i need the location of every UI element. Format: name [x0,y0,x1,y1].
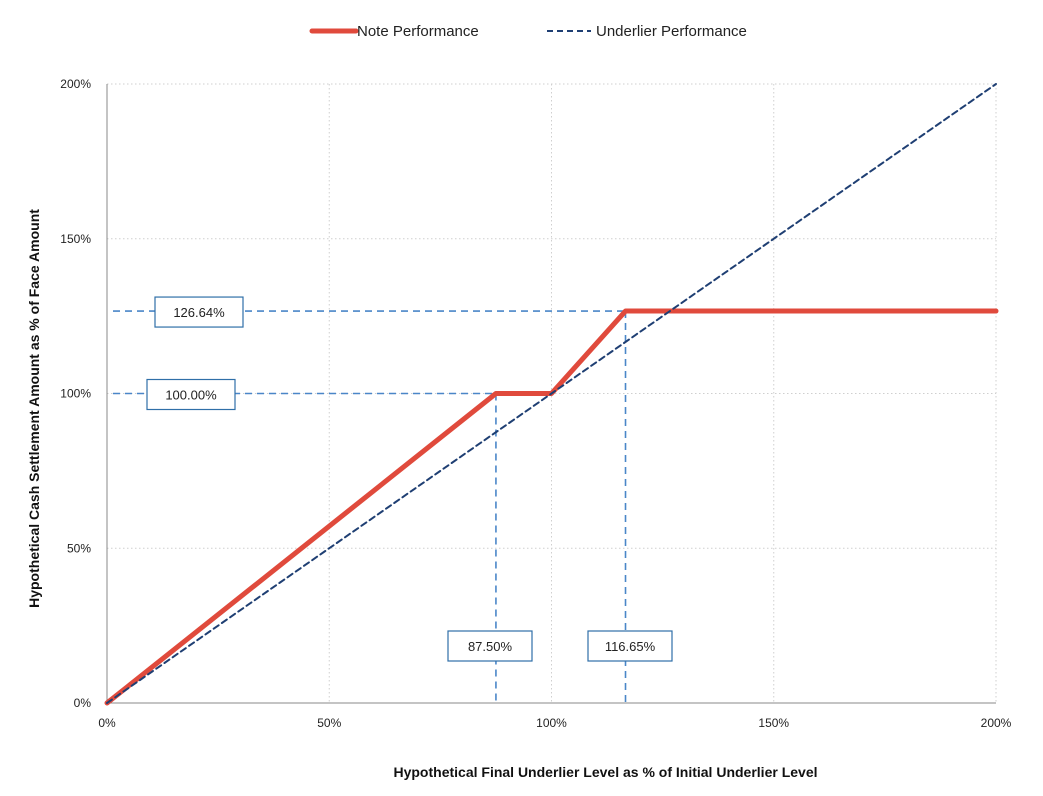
annotation-text: 126.64% [173,305,225,320]
annotation-label: 116.65% [587,630,673,662]
legend-label: Underlier Performance [596,23,747,40]
series [104,83,999,706]
axes: 0% 50% 100% 150% 200% 0% 50% 100% 150% 200% [60,77,1011,730]
x-tick-label: 200% [981,716,1012,730]
annotation-box [154,296,244,328]
x-tick-label: 150% [758,716,789,730]
y-tick-label: 200% [60,77,91,91]
y-axis-title: Hypothetical Cash Settlement Amount as %… [26,209,42,608]
x-tick-label: 100% [536,716,567,730]
legend-label: Note Performance [357,23,479,40]
x-tick-label: 0% [98,716,116,730]
annotation-label: 126.64% [154,296,244,328]
y-tick-label: 150% [60,232,91,246]
y-tick-label: 0% [74,696,92,710]
annotation-box [587,630,673,662]
annotation-box [447,630,533,662]
annotation-text: 87.50% [468,639,513,654]
annotation-labels: 126.64% 100.00% 87.50% 116.65% [146,296,673,662]
annotation-text: 116.65% [605,639,656,654]
annotation-text: 100.00% [165,388,217,403]
x-tick-label: 50% [317,716,341,730]
annotation-box [146,378,236,411]
legend: Note Performance Underlier Performance [309,23,747,40]
annotation-label: 100.00% [146,378,236,411]
y-tick-label: 100% [60,387,91,401]
x-axis-title: Hypothetical Final Underlier Level as % … [393,764,817,780]
annotation-label: 87.50% [447,630,533,662]
series-line-underlier-performance [106,83,997,704]
y-tick-label: 50% [67,541,91,555]
